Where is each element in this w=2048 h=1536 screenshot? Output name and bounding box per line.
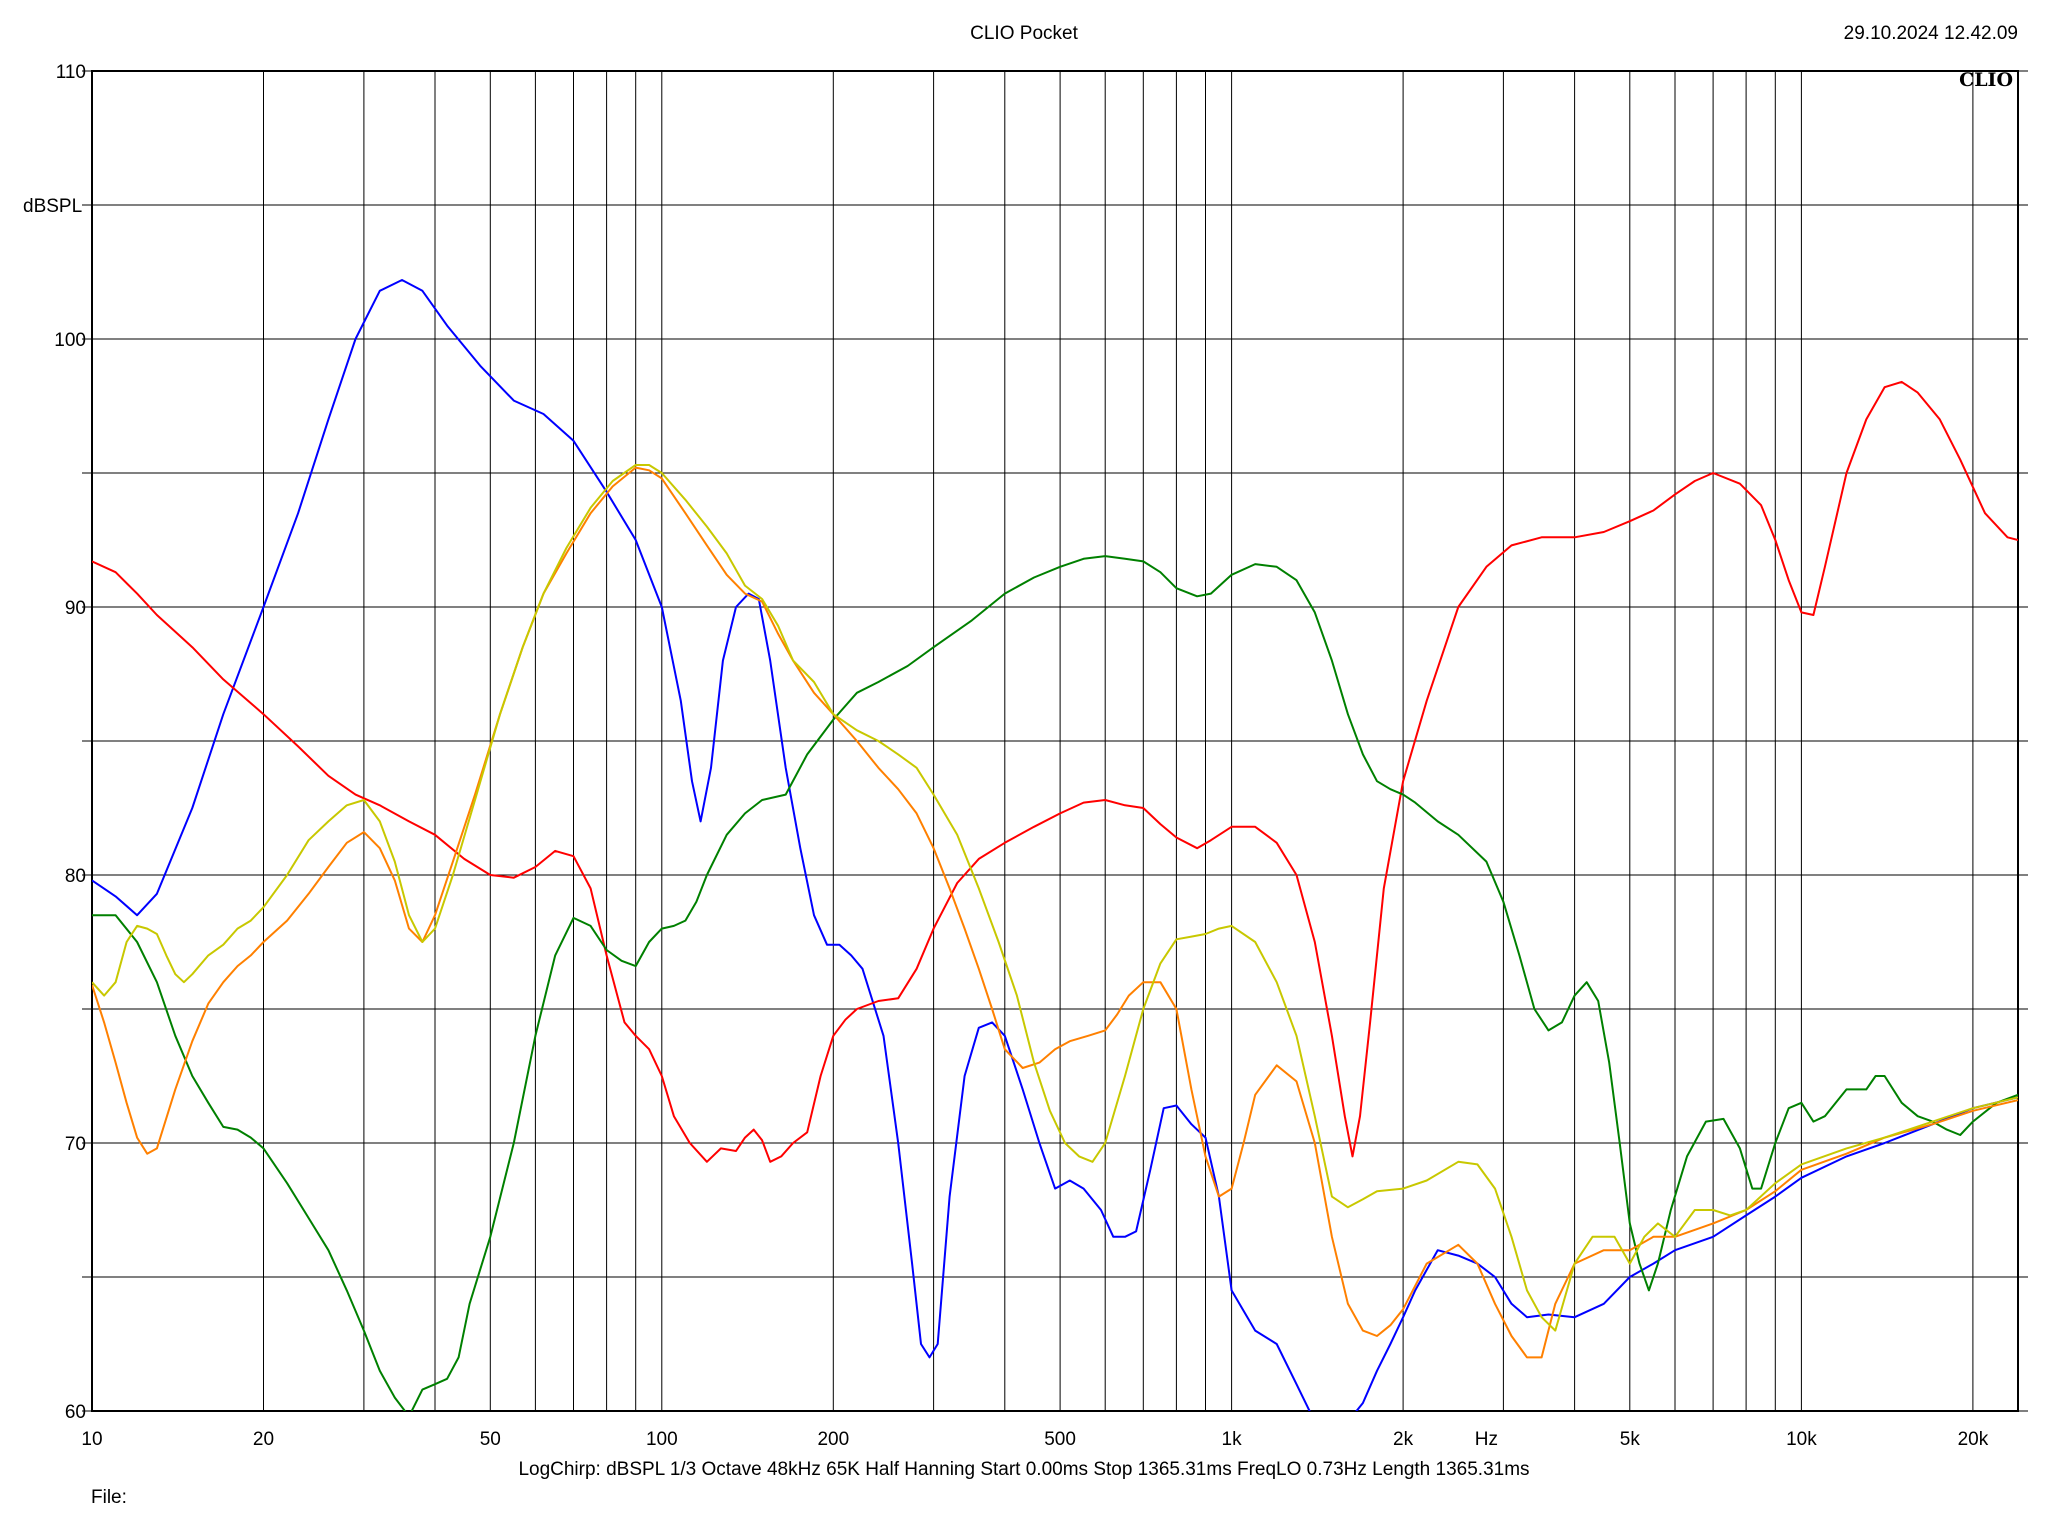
x-tick-label: 2k (1393, 1429, 1414, 1450)
x-tick-label: 20 (253, 1429, 274, 1450)
y-axis-label: dBSPL (23, 196, 82, 217)
y-tick-label: 70 (65, 1134, 86, 1155)
x-tick-label: 5k (1620, 1429, 1641, 1450)
y-tick-label: 80 (65, 866, 86, 887)
chart-series-group (92, 279, 2018, 1411)
y-tick-label: 110 (56, 62, 86, 83)
y-tick-label: 60 (65, 1402, 86, 1423)
x-tick-label: 50 (480, 1429, 501, 1450)
x-axis-label: Hz (1475, 1429, 1498, 1450)
app-title: CLIO Pocket (970, 23, 1078, 44)
x-tick-label: 1k (1222, 1429, 1243, 1450)
series-line-3 (92, 555, 2018, 1411)
x-tick-label: 20k (1958, 1429, 1989, 1450)
x-tick-label: 200 (817, 1429, 849, 1450)
chart-labels: 110 100 90 80 70 60 10 20 50 100 200 500 1k 2k 5k 10k 20… (23, 62, 1989, 1450)
series-line-4 (92, 466, 2018, 1359)
y-tick-label: 90 (65, 598, 86, 619)
series-line-2 (92, 380, 2018, 1163)
x-tick-label: 100 (646, 1429, 678, 1450)
x-tick-label: 10 (81, 1429, 102, 1450)
measurement-parameters: LogChirp: dBSPL 1/3 Octave 48kHz 65K Hal… (518, 1459, 1530, 1480)
clio-brand-mark: CLIO (1959, 69, 2013, 91)
plot-frame (91, 70, 2019, 1412)
series-line-5 (92, 464, 2018, 1332)
x-tick-label: 500 (1044, 1429, 1076, 1450)
y-tick-label: 100 (54, 330, 86, 351)
timestamp: 29.10.2024 12.42.09 (1843, 23, 2018, 44)
x-tick-label: 10k (1786, 1429, 1817, 1450)
chart-grid (82, 70, 2028, 1412)
file-label: File: (91, 1487, 127, 1508)
series-line-1 (92, 279, 2018, 1411)
